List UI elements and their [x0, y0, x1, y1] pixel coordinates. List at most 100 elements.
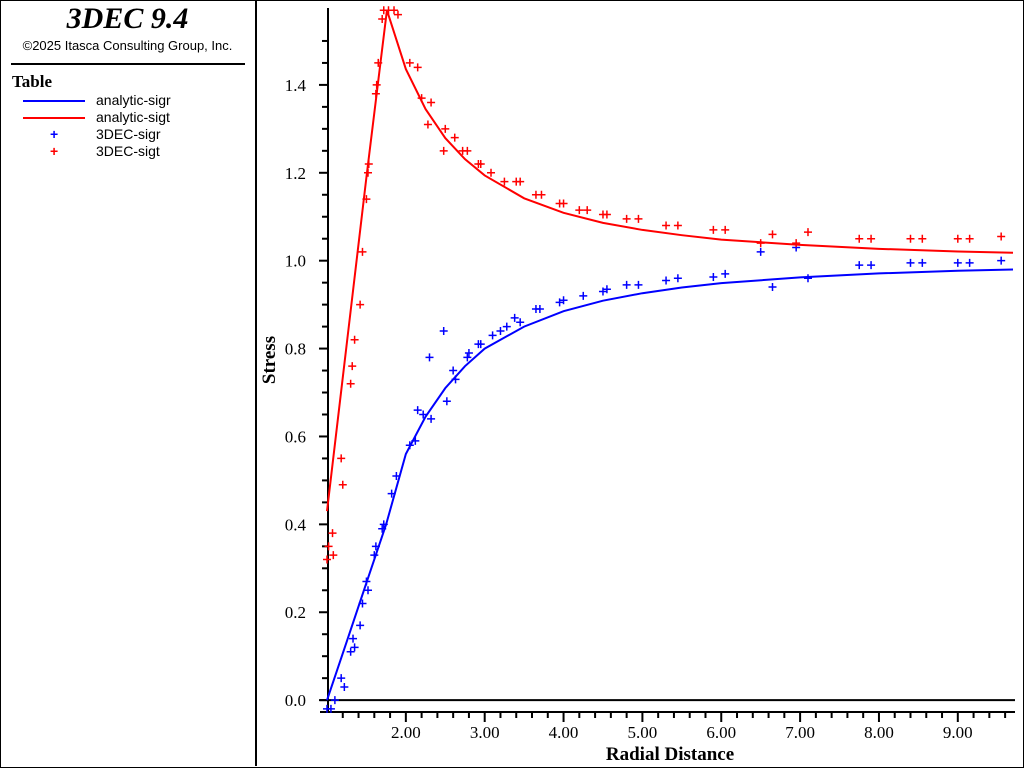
data-point-3dec-sigr [510, 313, 519, 322]
data-point-3dec-sigt [324, 542, 333, 551]
y-tick-label: 1.0 [285, 252, 306, 271]
data-point-3dec-sigt [792, 239, 801, 248]
data-point-3dec-sigr [965, 258, 974, 267]
data-point-3dec-sigr [340, 682, 349, 691]
data-point-3dec-sigr [602, 285, 611, 294]
data-point-3dec-sigr [364, 586, 373, 595]
data-point-3dec-sigr [449, 366, 458, 375]
data-point-3dec-sigr [358, 599, 367, 608]
data-point-3dec-sigt [346, 379, 355, 388]
plus-marker-icon: + [50, 126, 59, 142]
data-point-3dec-sigr [349, 634, 358, 643]
y-tick-label: 0.4 [285, 515, 307, 534]
data-point-3dec-sigr [579, 291, 588, 300]
y-tick-label: 1.4 [285, 76, 307, 95]
legend-label: analytic-sigt [96, 109, 170, 125]
data-point-3dec-sigr [350, 643, 359, 652]
series-line-analytic-sigr [326, 268, 1014, 701]
data-point-3dec-sigt [476, 160, 485, 169]
data-point-3dec-sigr [997, 256, 1006, 265]
data-point-3dec-sigr [425, 353, 434, 362]
data-point-3dec-sigr [855, 261, 864, 270]
data-point-3dec-sigt [906, 234, 915, 243]
data-point-3dec-sigr [337, 674, 346, 683]
data-point-3dec-sigr [427, 414, 436, 423]
data-point-3dec-sigr [502, 322, 511, 331]
data-point-3dec-sigr [906, 258, 915, 267]
data-point-3dec-sigr [768, 283, 777, 292]
data-point-3dec-sigr [379, 520, 388, 529]
data-point-3dec-sigr [451, 375, 460, 384]
data-point-3dec-sigt [441, 124, 450, 133]
app-title: 3DEC 9.4 [66, 2, 189, 35]
data-point-3dec-sigr [464, 348, 473, 357]
data-point-3dec-sigr [867, 261, 876, 270]
line-swatch [23, 117, 85, 119]
data-point-3dec-sigt [372, 80, 381, 89]
data-point-3dec-sigt [450, 133, 459, 142]
data-point-3dec-sigr [326, 704, 335, 713]
data-point-3dec-sigt [855, 234, 864, 243]
data-point-3dec-sigt [634, 214, 643, 223]
data-point-3dec-sigt [371, 89, 380, 98]
y-tick-label: 0.2 [285, 603, 306, 622]
data-point-3dec-sigt [413, 63, 422, 72]
data-point-3dec-sigr [953, 258, 962, 267]
data-point-3dec-sigr [463, 353, 472, 362]
x-tick-label: 8.00 [864, 723, 894, 742]
legend-label: 3DEC-sigt [96, 143, 160, 159]
data-point-3dec-sigr [496, 326, 505, 335]
y-axis-label: Stress [259, 336, 280, 384]
data-point-3dec-sigr [673, 274, 682, 283]
x-tick-label: 2.00 [391, 723, 421, 742]
data-point-3dec-sigt [323, 555, 331, 564]
y-tick-label: 0.0 [285, 691, 306, 710]
data-point-3dec-sigt [602, 210, 611, 219]
data-point-3dec-sigr [559, 296, 568, 305]
data-point-3dec-sigt [362, 195, 371, 204]
legend-label: 3DEC-sigr [96, 126, 161, 142]
y-tick-label: 0.8 [285, 340, 306, 359]
x-tick-label: 4.00 [549, 723, 579, 742]
data-point-3dec-sigt [487, 168, 496, 177]
data-point-3dec-sigt [356, 300, 365, 309]
data-point-3dec-sigr [330, 696, 339, 705]
data-point-3dec-sigt [516, 177, 525, 186]
data-point-3dec-sigr [439, 326, 448, 335]
y-tick-label: 1.2 [285, 164, 306, 183]
x-tick-label: 5.00 [628, 723, 658, 742]
data-point-3dec-sigt [575, 206, 584, 215]
data-point-3dec-sigr [405, 441, 414, 450]
data-point-3dec-sigt [537, 190, 546, 199]
data-point-3dec-sigt [721, 225, 730, 234]
x-tick-label: 7.00 [785, 723, 815, 742]
data-point-3dec-sigt [338, 480, 347, 489]
x-tick-label: 9.00 [943, 723, 973, 742]
data-point-3dec-sigt [756, 239, 765, 248]
legend-panel: 3DEC 9.4 ©2025 Itasca Consulting Group, … [0, 0, 257, 766]
data-point-3dec-sigr [756, 247, 765, 256]
data-point-3dec-sigr [362, 577, 371, 586]
data-point-3dec-sigr [535, 305, 544, 314]
x-tick-label: 3.00 [470, 723, 500, 742]
data-point-3dec-sigr [488, 331, 497, 340]
legend-title: Table [12, 72, 53, 91]
data-point-3dec-sigt [953, 234, 962, 243]
x-tick-label: 6.00 [706, 723, 736, 742]
data-point-3dec-sigr [371, 542, 380, 551]
data-point-3dec-sigt [423, 120, 432, 129]
data-point-3dec-sigt [337, 454, 346, 463]
data-point-3dec-sigt [965, 234, 974, 243]
data-point-3dec-sigr [709, 272, 718, 281]
data-point-3dec-sigr [346, 647, 355, 656]
data-point-3dec-sigt [709, 225, 718, 234]
data-point-3dec-sigr [356, 621, 365, 630]
data-point-3dec-sigt [378, 14, 387, 23]
data-point-3dec-sigt [918, 234, 927, 243]
y-tick-label: 0.6 [285, 427, 306, 446]
data-point-3dec-sigr [411, 436, 420, 445]
data-point-3dec-sigt [364, 168, 373, 177]
data-point-3dec-sigt [622, 214, 631, 223]
x-axis-label: Radial Distance [606, 744, 734, 765]
